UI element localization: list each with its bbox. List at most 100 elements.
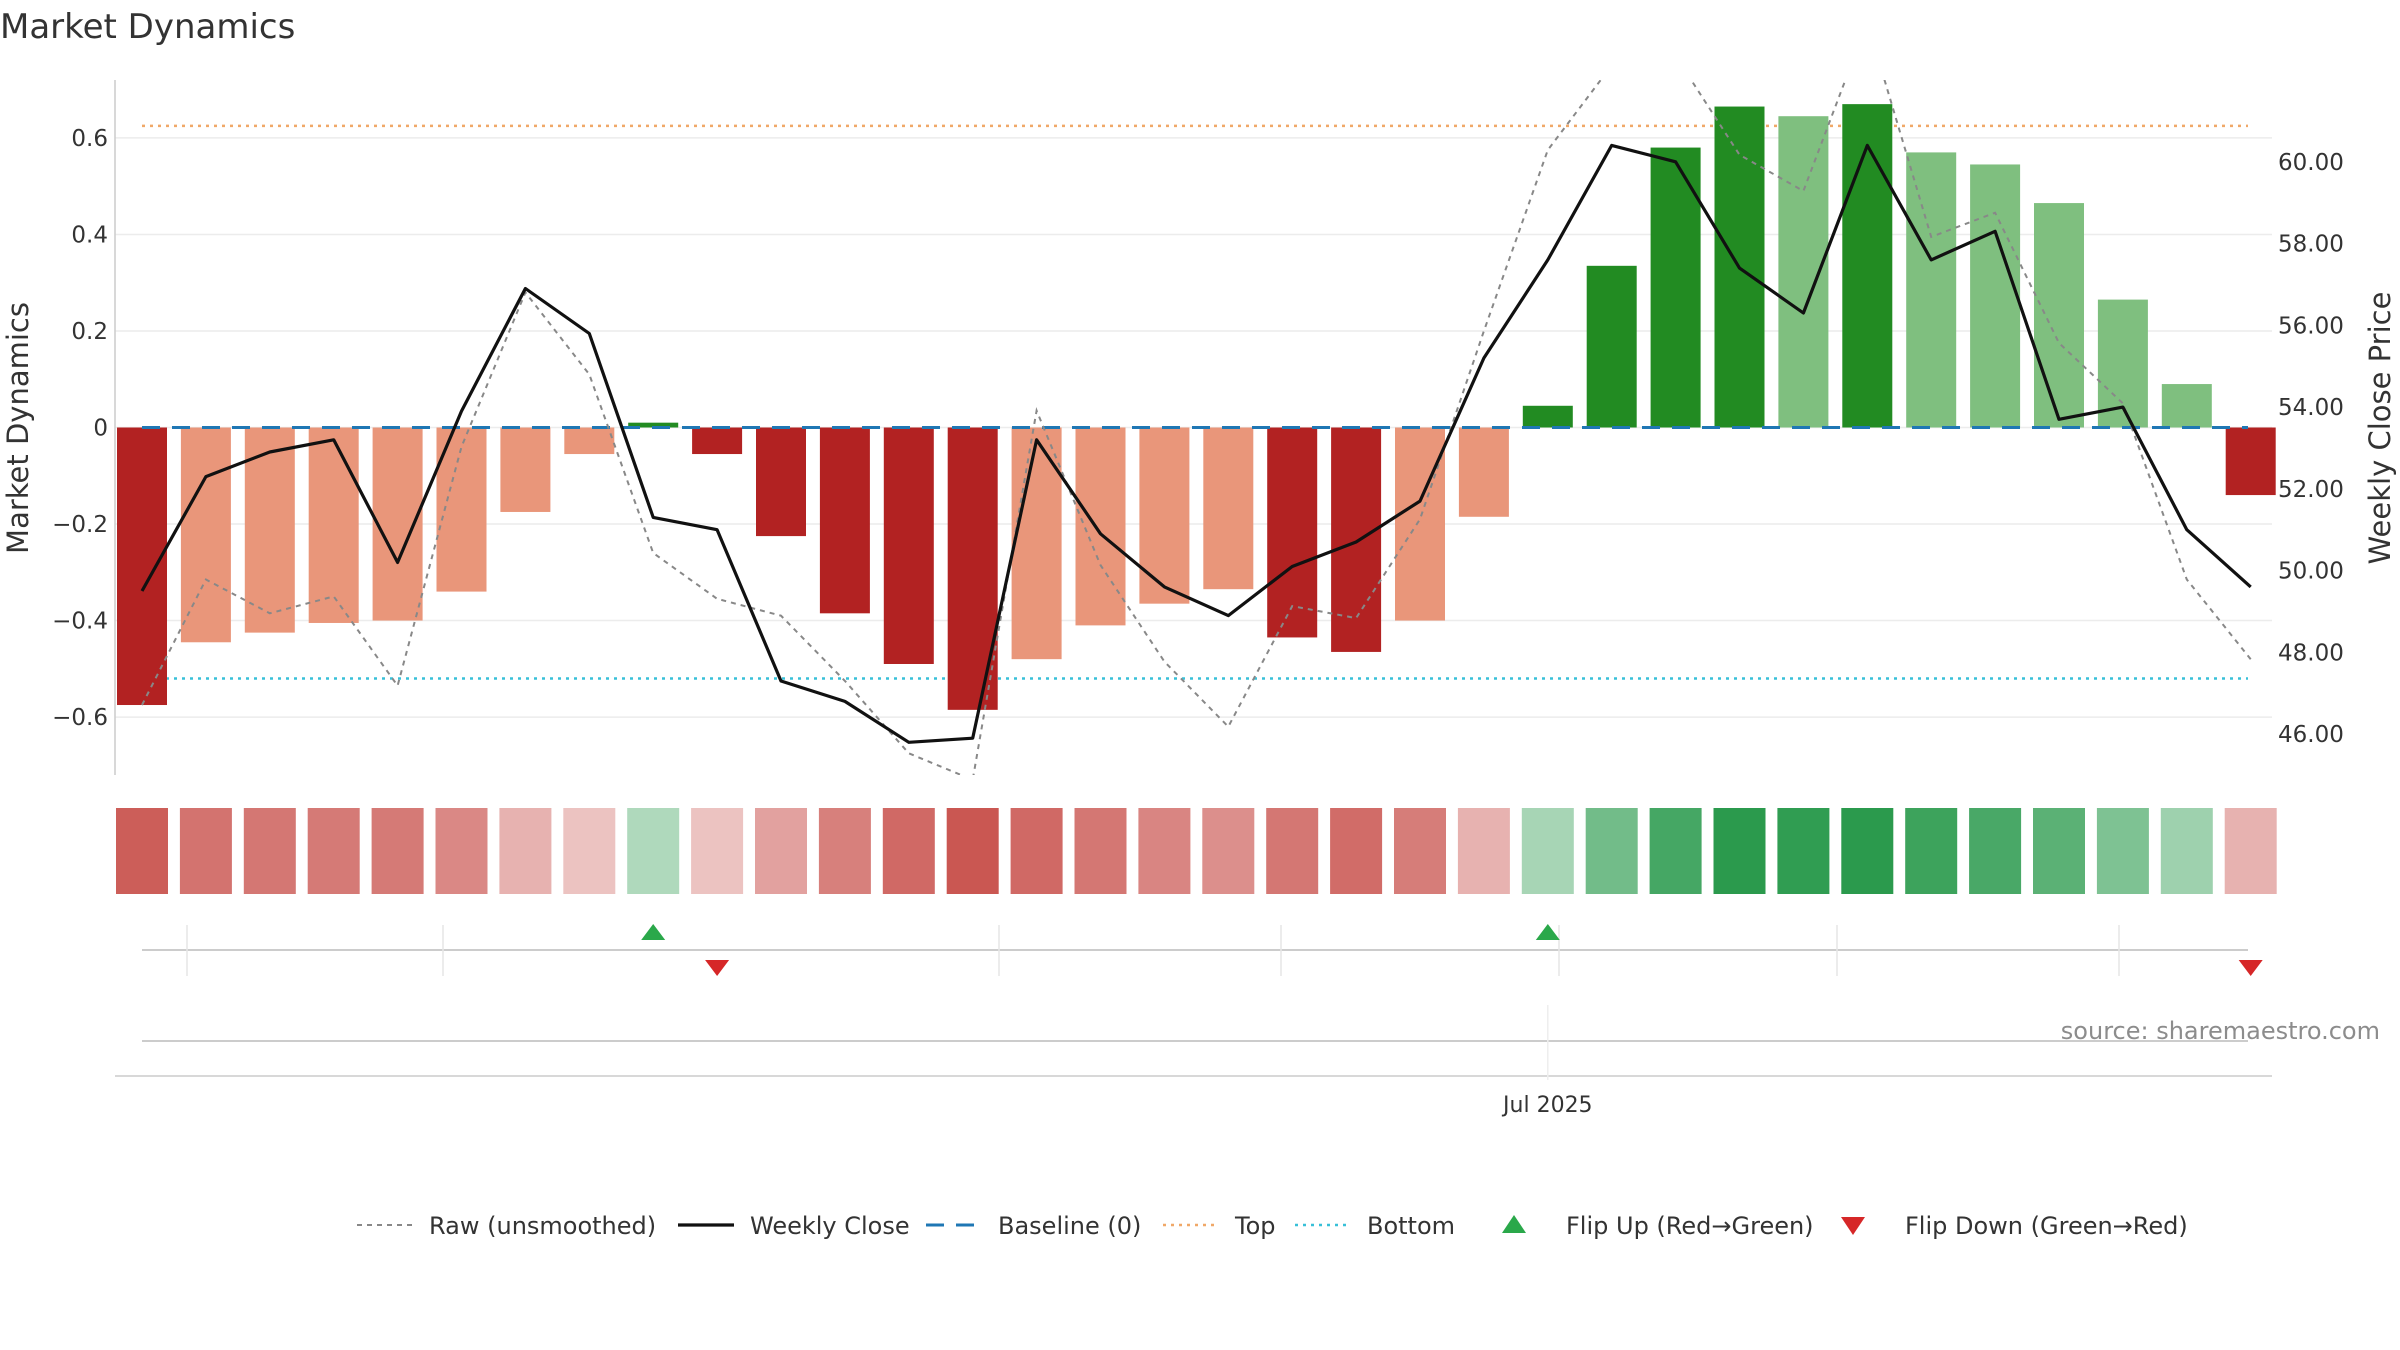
heatmap-cell bbox=[1394, 808, 1446, 894]
dynamics-bar bbox=[2161, 384, 2212, 428]
left-tick-label: −0.6 bbox=[52, 705, 108, 731]
raw-series-line bbox=[141, 80, 2252, 775]
heatmap-cell bbox=[307, 808, 360, 894]
dynamics-bar bbox=[1395, 427, 1445, 621]
right-tick-label: 48.00 bbox=[2278, 640, 2344, 666]
legend-label: Flip Up (Red→Green) bbox=[1566, 1212, 1814, 1240]
left-tick-label: 0.2 bbox=[71, 319, 108, 345]
left-tick-label: 0.6 bbox=[71, 126, 108, 152]
heatmap-cell bbox=[116, 808, 168, 894]
flip-up-marker bbox=[1535, 924, 1560, 940]
right-tick-label: 46.00 bbox=[2278, 722, 2344, 748]
heatmap-cell bbox=[1905, 808, 1958, 894]
x-tick-label: Jul 2025 bbox=[1501, 1093, 1593, 1118]
legend: Raw (unsmoothed) Weekly Close Baseline (0)… bbox=[357, 1212, 2188, 1240]
left-tick-label: −0.2 bbox=[52, 512, 108, 538]
heatmap-cell bbox=[371, 808, 424, 894]
dynamics-bar bbox=[1458, 427, 1509, 517]
dynamics-bar bbox=[1267, 427, 1318, 638]
dynamics-bar bbox=[947, 427, 998, 710]
dynamics-bar bbox=[883, 427, 934, 664]
heatmap-cell bbox=[1585, 808, 1638, 894]
dynamics-bar bbox=[756, 427, 806, 537]
heatmap-cell bbox=[1074, 808, 1127, 894]
heatmap-cell bbox=[627, 808, 680, 894]
flip-markers bbox=[142, 924, 2263, 976]
heatmap-cell bbox=[243, 808, 296, 894]
reference-lines bbox=[142, 124, 2248, 680]
dynamics-bar bbox=[308, 427, 359, 623]
left-axis-title: Market Dynamics bbox=[1, 302, 35, 554]
dynamics-bar bbox=[628, 422, 679, 428]
dynamics-bar bbox=[1778, 116, 1829, 428]
legend-label: Bottom bbox=[1367, 1212, 1455, 1240]
heatmap-cell bbox=[563, 808, 616, 894]
legend-label: Flip Down (Green→Red) bbox=[1905, 1212, 2188, 1240]
legend-flip-down-icon bbox=[1841, 1217, 1865, 1235]
legend-label: Top bbox=[1234, 1212, 1276, 1240]
dynamics-bar bbox=[180, 427, 231, 643]
right-tick-label: 52.00 bbox=[2278, 477, 2344, 503]
right-tick-label: 58.00 bbox=[2278, 232, 2344, 258]
heatmap-cell bbox=[946, 808, 999, 894]
left-tick-label: 0.4 bbox=[71, 222, 108, 248]
legend-label: Baseline (0) bbox=[998, 1212, 1141, 1240]
heatmap-cell bbox=[818, 808, 871, 894]
right-axis-title: Weekly Close Price bbox=[2363, 292, 2397, 565]
heatmap-cell bbox=[2033, 808, 2085, 894]
axes: 0.6 0.4 0.2 0 −0.2 −0.4 −0.6 60.00 58.00 56.00 54.… bbox=[1, 80, 2397, 775]
series-lines bbox=[140, 80, 2252, 775]
heatmap-cell bbox=[1777, 808, 1830, 894]
dynamics-bar bbox=[244, 427, 295, 633]
bars bbox=[117, 104, 2276, 710]
dynamics-bar bbox=[564, 427, 615, 455]
dynamics-bar bbox=[1139, 427, 1190, 604]
heatmap-cell bbox=[882, 808, 935, 894]
dynamics-bar bbox=[1075, 427, 1126, 626]
heatmap-cell bbox=[1457, 808, 1510, 894]
heatmap-cell bbox=[1969, 808, 2022, 894]
heatmap-cell bbox=[1841, 808, 1894, 894]
heatmap-cell bbox=[1202, 808, 1255, 894]
dynamics-bar bbox=[1522, 405, 1573, 428]
weekly-close-line bbox=[140, 143, 2252, 744]
dynamics-bar bbox=[2034, 203, 2084, 428]
dynamics-bar bbox=[1011, 427, 1062, 660]
chart-title: Market Dynamics bbox=[0, 7, 295, 47]
left-tick-label: 0 bbox=[93, 416, 108, 442]
legend-flip-up-icon bbox=[1502, 1215, 1526, 1233]
heatmap-cell bbox=[1266, 808, 1319, 894]
dynamics-bar bbox=[1203, 427, 1254, 590]
heatmap-cell bbox=[1010, 808, 1063, 894]
dynamics-bar bbox=[1970, 164, 2021, 428]
heatmap-cell bbox=[1138, 808, 1191, 894]
dynamics-bar bbox=[1906, 152, 1957, 428]
flip-down-marker bbox=[705, 960, 730, 976]
dynamics-bar bbox=[819, 427, 870, 614]
legend-label: Raw (unsmoothed) bbox=[429, 1212, 656, 1240]
heatmap-cell bbox=[499, 808, 552, 894]
heatmap-strip bbox=[116, 808, 2277, 894]
dynamics-bar bbox=[1650, 147, 1701, 428]
dynamics-bar bbox=[1586, 265, 1637, 428]
dynamics-bar bbox=[1842, 104, 1893, 428]
heatmap-cell bbox=[1521, 808, 1574, 894]
dynamics-bar bbox=[1331, 427, 1382, 652]
heatmap-cell bbox=[179, 808, 232, 894]
right-tick-label: 54.00 bbox=[2278, 395, 2344, 421]
heatmap-cell bbox=[755, 808, 807, 894]
right-tick-label: 50.00 bbox=[2278, 559, 2344, 585]
dynamics-bar bbox=[500, 427, 551, 512]
heatmap-cell bbox=[2096, 808, 2149, 894]
bottom-panel: Jul 2025 source: sharemaestro.com bbox=[115, 1005, 2380, 1118]
legend-label: Weekly Close bbox=[750, 1212, 910, 1240]
heatmap-cell bbox=[1713, 808, 1766, 894]
left-tick-label: −0.4 bbox=[52, 609, 108, 635]
dynamics-bar bbox=[692, 427, 743, 455]
flip-up-marker bbox=[641, 924, 666, 940]
heatmap-cell bbox=[1330, 808, 1383, 894]
heatmap-cell bbox=[2224, 808, 2277, 894]
dynamics-bar bbox=[2225, 427, 2276, 496]
heatmap-cell bbox=[691, 808, 744, 894]
